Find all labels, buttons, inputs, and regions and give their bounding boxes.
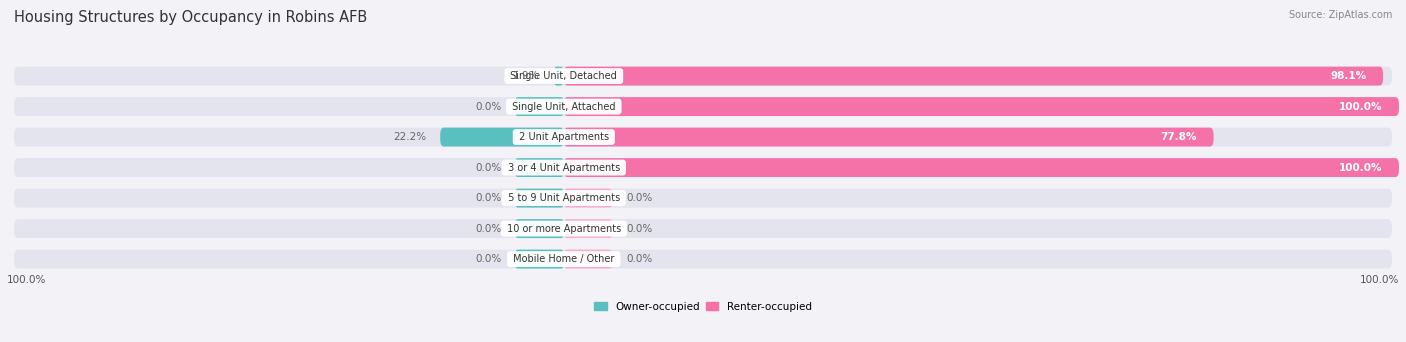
Text: 0.0%: 0.0% (627, 254, 652, 264)
Legend: Owner-occupied, Renter-occupied: Owner-occupied, Renter-occupied (591, 298, 815, 316)
Text: 100.0%: 100.0% (1339, 102, 1382, 111)
FancyBboxPatch shape (14, 97, 1392, 116)
FancyBboxPatch shape (14, 67, 1392, 86)
Text: 0.0%: 0.0% (475, 193, 501, 203)
Text: Housing Structures by Occupancy in Robins AFB: Housing Structures by Occupancy in Robin… (14, 10, 367, 25)
Text: 22.2%: 22.2% (394, 132, 426, 142)
Text: 0.0%: 0.0% (627, 193, 652, 203)
Text: 10 or more Apartments: 10 or more Apartments (503, 224, 624, 234)
Text: Source: ZipAtlas.com: Source: ZipAtlas.com (1288, 10, 1392, 20)
Text: Single Unit, Detached: Single Unit, Detached (508, 71, 620, 81)
Text: 77.8%: 77.8% (1160, 132, 1197, 142)
FancyBboxPatch shape (14, 158, 1392, 177)
FancyBboxPatch shape (564, 67, 1384, 86)
FancyBboxPatch shape (14, 219, 1392, 238)
Text: 98.1%: 98.1% (1330, 71, 1367, 81)
FancyBboxPatch shape (515, 219, 564, 238)
Text: 1.9%: 1.9% (513, 71, 540, 81)
FancyBboxPatch shape (564, 250, 613, 268)
FancyBboxPatch shape (564, 158, 1399, 177)
FancyBboxPatch shape (564, 219, 613, 238)
FancyBboxPatch shape (14, 128, 1392, 146)
Text: 0.0%: 0.0% (475, 254, 501, 264)
Text: Mobile Home / Other: Mobile Home / Other (510, 254, 617, 264)
Text: 100.0%: 100.0% (1339, 162, 1382, 173)
FancyBboxPatch shape (564, 97, 1399, 116)
Text: 5 to 9 Unit Apartments: 5 to 9 Unit Apartments (505, 193, 623, 203)
Text: 0.0%: 0.0% (475, 162, 501, 173)
FancyBboxPatch shape (14, 189, 1392, 208)
FancyBboxPatch shape (440, 128, 564, 146)
Text: 0.0%: 0.0% (475, 102, 501, 111)
FancyBboxPatch shape (515, 250, 564, 268)
Text: 3 or 4 Unit Apartments: 3 or 4 Unit Apartments (505, 162, 623, 173)
FancyBboxPatch shape (14, 250, 1392, 268)
Text: 0.0%: 0.0% (475, 224, 501, 234)
FancyBboxPatch shape (564, 128, 1213, 146)
Text: Single Unit, Attached: Single Unit, Attached (509, 102, 619, 111)
Text: 0.0%: 0.0% (627, 224, 652, 234)
FancyBboxPatch shape (515, 97, 564, 116)
Text: 100.0%: 100.0% (1360, 275, 1399, 286)
FancyBboxPatch shape (515, 158, 564, 177)
Text: 2 Unit Apartments: 2 Unit Apartments (516, 132, 612, 142)
Text: 100.0%: 100.0% (7, 275, 46, 286)
FancyBboxPatch shape (515, 189, 564, 208)
FancyBboxPatch shape (564, 189, 613, 208)
FancyBboxPatch shape (553, 67, 564, 86)
